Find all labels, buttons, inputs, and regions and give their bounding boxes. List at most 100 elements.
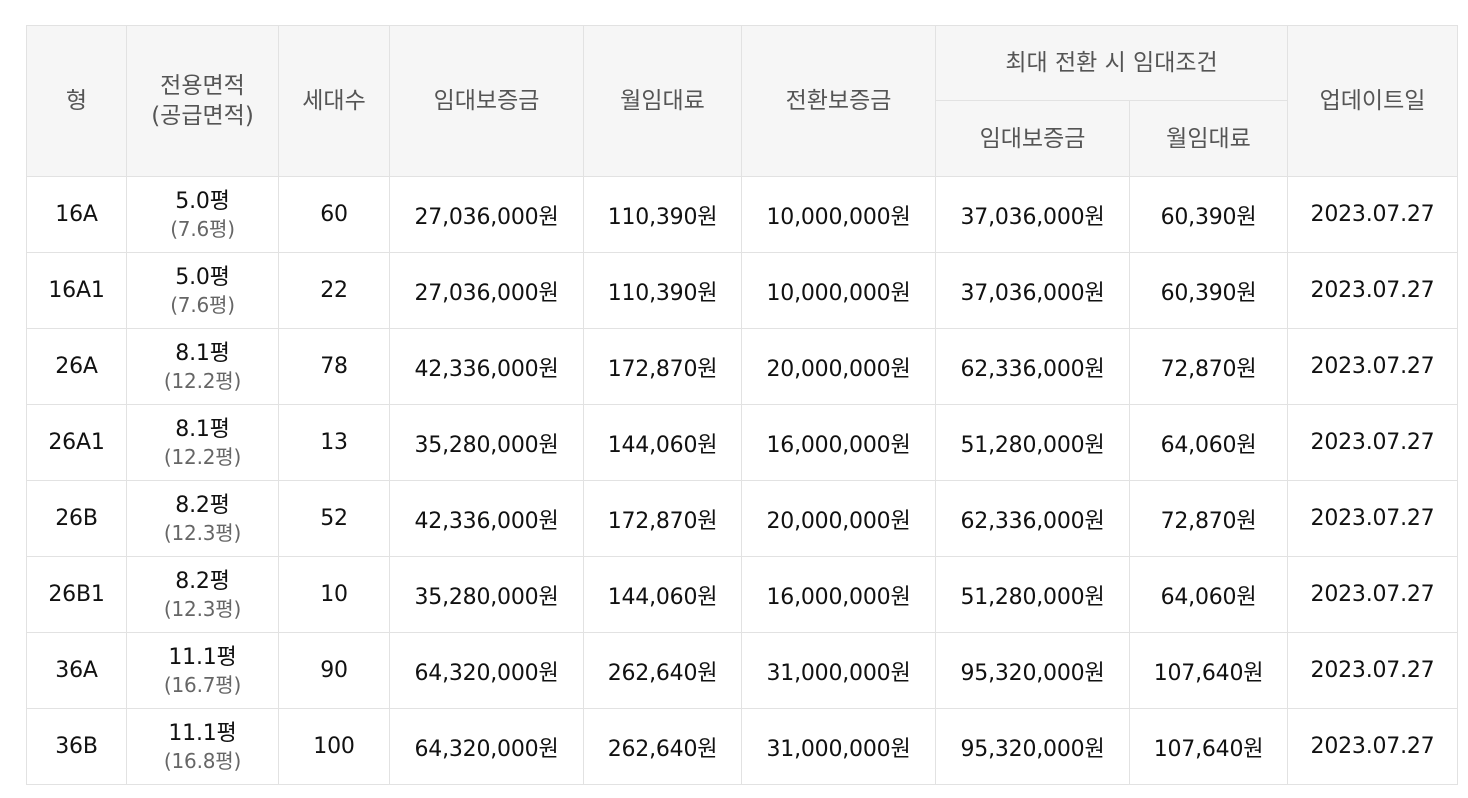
cell-max-monthly-rent: 72,870원 (1129, 328, 1288, 405)
cell-updated: 2023.07.27 (1287, 252, 1458, 329)
cell-type: 36A (26, 632, 127, 709)
table-row: 36A 11.1평 (16.7평) 90 64,320,000원 262,640원 31,0… (26, 632, 1458, 709)
cell-area: 8.1평 (12.2평) (126, 404, 279, 481)
cell-area: 11.1평 (16.7평) (126, 632, 279, 709)
cell-deposit: 64,320,000원 (389, 708, 584, 785)
cell-conversion-deposit: 20,000,000원 (741, 480, 936, 557)
cell-households: 90 (278, 632, 390, 709)
header-max-monthly-rent: 월임대료 (1129, 100, 1288, 177)
cell-monthly-rent: 110,390원 (583, 176, 742, 253)
cell-conversion-deposit: 16,000,000원 (741, 556, 936, 633)
cell-type: 26A1 (26, 404, 127, 481)
cell-conversion-deposit: 16,000,000원 (741, 404, 936, 481)
header-max-deposit: 임대보증금 (935, 100, 1130, 177)
cell-conversion-deposit: 10,000,000원 (741, 176, 936, 253)
cell-max-deposit: 95,320,000원 (935, 632, 1130, 709)
cell-type: 26A (26, 328, 127, 405)
rent-table-container: 형 전용면적 (공급면적) 세대수 임대보증금 월임대료 전환보증금 최대 전환… (26, 25, 1458, 785)
cell-type: 26B (26, 480, 127, 557)
cell-deposit: 27,036,000원 (389, 252, 584, 329)
cell-households: 100 (278, 708, 390, 785)
supply-area: (7.6평) (170, 292, 235, 317)
cell-type: 16A1 (26, 252, 127, 329)
cell-max-deposit: 37,036,000원 (935, 252, 1130, 329)
cell-monthly-rent: 144,060원 (583, 404, 742, 481)
cell-max-deposit: 62,336,000원 (935, 328, 1130, 405)
supply-area: (12.3평) (163, 596, 242, 621)
header-type: 형 (26, 25, 127, 177)
cell-conversion-deposit: 31,000,000원 (741, 632, 936, 709)
table-row: 26A 8.1평 (12.2평) 78 42,336,000원 172,870원 20,00… (26, 328, 1458, 405)
cell-max-deposit: 51,280,000원 (935, 556, 1130, 633)
cell-updated: 2023.07.27 (1287, 708, 1458, 785)
exclusive-area: 8.2평 (175, 492, 230, 518)
cell-updated: 2023.07.27 (1287, 556, 1458, 633)
exclusive-area: 5.0평 (175, 264, 230, 290)
cell-max-monthly-rent: 64,060원 (1129, 556, 1288, 633)
cell-conversion-deposit: 10,000,000원 (741, 252, 936, 329)
table-row: 26B 8.2평 (12.3평) 52 42,336,000원 172,870원 20,00… (26, 480, 1458, 557)
cell-updated: 2023.07.27 (1287, 480, 1458, 557)
cell-area: 8.2평 (12.3평) (126, 480, 279, 557)
cell-deposit: 35,280,000원 (389, 556, 584, 633)
cell-updated: 2023.07.27 (1287, 404, 1458, 481)
header-monthly-rent: 월임대료 (583, 25, 742, 177)
cell-monthly-rent: 172,870원 (583, 480, 742, 557)
supply-area: (16.7평) (163, 672, 242, 697)
exclusive-area: 11.1평 (168, 720, 237, 746)
cell-updated: 2023.07.27 (1287, 328, 1458, 405)
cell-monthly-rent: 262,640원 (583, 632, 742, 709)
cell-households: 78 (278, 328, 390, 405)
cell-max-deposit: 51,280,000원 (935, 404, 1130, 481)
cell-area: 5.0평 (7.6평) (126, 176, 279, 253)
cell-max-monthly-rent: 107,640원 (1129, 708, 1288, 785)
cell-area: 8.2평 (12.3평) (126, 556, 279, 633)
supply-area: (7.6평) (170, 216, 235, 241)
cell-deposit: 42,336,000원 (389, 480, 584, 557)
cell-type: 16A (26, 176, 127, 253)
table-row: 26A1 8.1평 (12.2평) 13 35,280,000원 144,060원 16,0… (26, 404, 1458, 481)
table-header: 형 전용면적 (공급면적) 세대수 임대보증금 월임대료 전환보증금 최대 전환… (26, 25, 1458, 177)
cell-updated: 2023.07.27 (1287, 632, 1458, 709)
table-body: 16A 5.0평 (7.6평) 60 27,036,000원 110,390원 10,000… (26, 176, 1458, 785)
cell-updated: 2023.07.27 (1287, 176, 1458, 253)
supply-area: (12.2평) (163, 368, 242, 393)
header-max-conversion-group: 최대 전환 시 임대조건 (935, 25, 1288, 101)
cell-area: 11.1평 (16.8평) (126, 708, 279, 785)
cell-max-deposit: 62,336,000원 (935, 480, 1130, 557)
cell-monthly-rent: 144,060원 (583, 556, 742, 633)
cell-max-deposit: 37,036,000원 (935, 176, 1130, 253)
exclusive-area: 11.1평 (168, 644, 237, 670)
cell-households: 52 (278, 480, 390, 557)
header-conversion-deposit: 전환보증금 (741, 25, 936, 177)
header-area-sub: (공급면적) (151, 103, 254, 129)
rent-conditions-table: 형 전용면적 (공급면적) 세대수 임대보증금 월임대료 전환보증금 최대 전환… (26, 25, 1458, 785)
supply-area: (12.3평) (163, 520, 242, 545)
cell-max-monthly-rent: 107,640원 (1129, 632, 1288, 709)
cell-deposit: 35,280,000원 (389, 404, 584, 481)
cell-households: 60 (278, 176, 390, 253)
cell-deposit: 64,320,000원 (389, 632, 584, 709)
cell-deposit: 27,036,000원 (389, 176, 584, 253)
header-area: 전용면적 (공급면적) (126, 25, 279, 177)
cell-area: 8.1평 (12.2평) (126, 328, 279, 405)
cell-monthly-rent: 110,390원 (583, 252, 742, 329)
cell-max-monthly-rent: 60,390원 (1129, 252, 1288, 329)
cell-area: 5.0평 (7.6평) (126, 252, 279, 329)
exclusive-area: 8.1평 (175, 340, 230, 366)
supply-area: (16.8평) (163, 748, 242, 773)
cell-deposit: 42,336,000원 (389, 328, 584, 405)
cell-conversion-deposit: 20,000,000원 (741, 328, 936, 405)
cell-max-monthly-rent: 60,390원 (1129, 176, 1288, 253)
cell-conversion-deposit: 31,000,000원 (741, 708, 936, 785)
cell-type: 36B (26, 708, 127, 785)
cell-monthly-rent: 262,640원 (583, 708, 742, 785)
exclusive-area: 8.1평 (175, 416, 230, 442)
cell-households: 10 (278, 556, 390, 633)
supply-area: (12.2평) (163, 444, 242, 469)
cell-monthly-rent: 172,870원 (583, 328, 742, 405)
table-row: 16A1 5.0평 (7.6평) 22 27,036,000원 110,390원 10,00… (26, 252, 1458, 329)
cell-type: 26B1 (26, 556, 127, 633)
exclusive-area: 5.0평 (175, 188, 230, 214)
cell-households: 22 (278, 252, 390, 329)
